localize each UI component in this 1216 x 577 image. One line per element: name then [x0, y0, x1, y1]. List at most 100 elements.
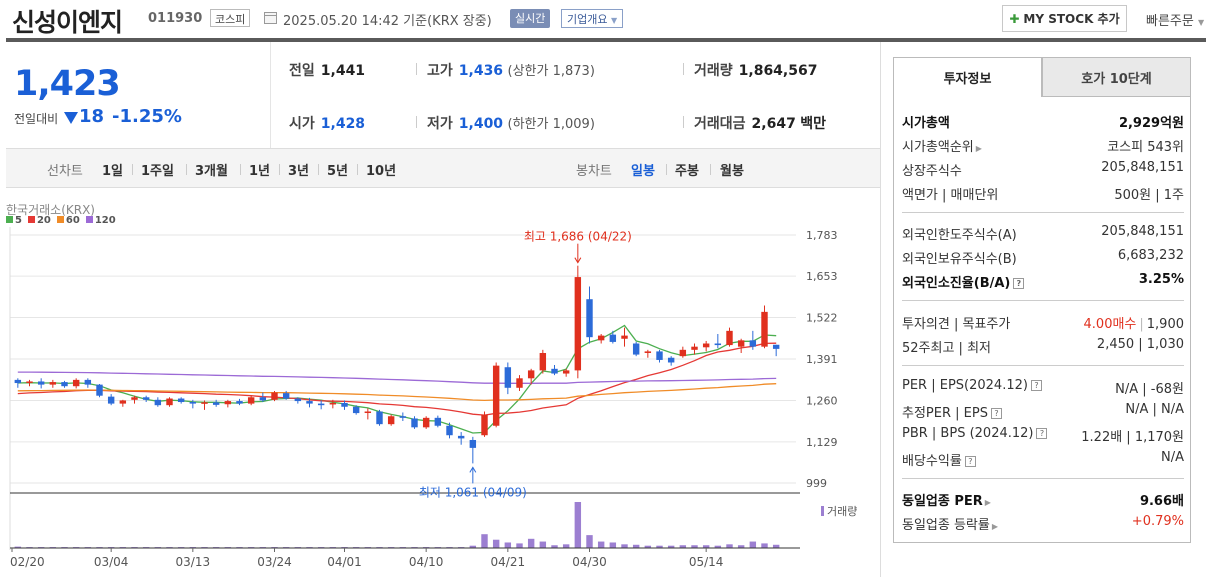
tab-1d[interactable]: 1일	[102, 164, 124, 179]
add-my-stock-label: MY STOCK 추가	[1023, 12, 1120, 26]
candle-body	[609, 334, 617, 342]
volume-bar	[702, 545, 710, 548]
info-key: 투자의견 | 목표주가	[902, 317, 1011, 332]
info-row-pbr-bps: PBR | BPS (2024.12)? 1.22배 | 1,170원	[902, 426, 1184, 446]
separator	[240, 164, 241, 175]
change-value: 18	[79, 106, 105, 127]
volume-bar	[761, 543, 768, 548]
help-icon[interactable]: ?	[1030, 380, 1042, 391]
info-key: 외국인한도주식수(A)	[902, 228, 1017, 243]
arrow-right-icon: ▶	[991, 522, 999, 531]
volume-bar	[609, 542, 617, 548]
help-icon[interactable]: ?	[1013, 278, 1025, 289]
separator	[666, 164, 667, 175]
info-row-per-eps: PER | EPS(2024.12)? N/A | -68원	[902, 378, 1184, 398]
stock-header: 신성이엔지 011930 코스피 2025.05.20 14:42 기준(KRX…	[0, 0, 1216, 40]
price-chart[interactable]: 한국거래소(KRX) 5 20 60 120 1,783 1,653 1,522 1,…	[6, 190, 880, 577]
company-overview-button[interactable]: 기업개요 ▼	[561, 9, 624, 28]
separator	[416, 116, 417, 128]
candle-body	[26, 381, 33, 383]
tab-5y[interactable]: 5년	[327, 164, 349, 179]
tab-10y[interactable]: 10년	[366, 164, 397, 179]
info-value: 205,848,151	[1101, 224, 1184, 239]
candle-body	[72, 379, 80, 387]
separator	[710, 164, 711, 175]
opinion-value: 4.00매수	[1083, 317, 1137, 332]
tab-3y[interactable]: 3년	[288, 164, 310, 179]
info-value: +0.79%	[1131, 514, 1184, 529]
info-value: N/A	[1161, 450, 1184, 465]
volume-bar	[516, 543, 523, 548]
candle-body	[189, 402, 197, 404]
info-key: 액면가 | 매매단위	[902, 188, 999, 203]
separator	[132, 164, 133, 175]
tab-weekly[interactable]: 주봉	[675, 164, 699, 179]
tab-investment-info[interactable]: 투자정보	[893, 57, 1042, 97]
separator	[683, 63, 684, 75]
y-tick-label: 1,260	[806, 394, 838, 407]
tab-order-book[interactable]: 호가 10단계	[1042, 57, 1191, 97]
candle-body	[131, 397, 138, 400]
realtime-badge[interactable]: 실시간	[510, 9, 551, 28]
info-table: 시가총액 2,929억원 시가총액순위 ▶ 코스피 543위 상장주식수 205,…	[893, 97, 1191, 543]
plus-icon: ✚	[1009, 11, 1020, 26]
candle-body	[14, 379, 22, 384]
separator	[186, 164, 187, 175]
volume-bar	[481, 534, 488, 548]
target-price-value: 1,900	[1146, 317, 1184, 332]
candle-body	[411, 418, 418, 428]
quick-order-button[interactable]: 빠른주문 ▼	[1146, 10, 1204, 29]
candle-body	[527, 370, 535, 379]
candlestick-chart-svg[interactable]: 1,783 1,653 1,522 1,391 1,260 1,129 999 최고 1,68…	[6, 190, 880, 577]
tab-1y[interactable]: 1년	[249, 164, 271, 179]
tab-3m[interactable]: 3개월	[195, 164, 228, 179]
separator	[318, 164, 319, 175]
legend-item-ma120: 120	[85, 215, 116, 226]
prev-close: 전일 1,441	[289, 60, 365, 80]
company-overview-label: 기업개요	[567, 13, 608, 26]
info-key: 추정PER | EPS	[902, 406, 988, 421]
separator	[279, 164, 280, 175]
candle-body	[236, 401, 243, 404]
info-row-foreign-limit: 외국인한도주식수(A) 205,848,151	[902, 224, 1184, 244]
help-icon[interactable]: ?	[990, 408, 1002, 419]
volume-bar	[667, 545, 675, 548]
info-row-industry-per[interactable]: 동일업종 PER ▶ 9.66배	[902, 490, 1184, 510]
add-my-stock-button[interactable]: ✚ MY STOCK 추가	[1002, 5, 1127, 32]
info-key: 시가총액	[902, 116, 950, 131]
candle-body	[154, 399, 162, 406]
volume-legend-swatch	[821, 506, 824, 516]
info-value: 3.25%	[1138, 272, 1184, 287]
volume-value: 1,864,567	[738, 63, 818, 79]
info-value: 205,848,151	[1101, 160, 1184, 175]
low-label: 저가	[427, 116, 453, 132]
candle-body	[201, 402, 208, 404]
tab-monthly[interactable]: 월봉	[720, 164, 744, 179]
help-icon[interactable]: ?	[1036, 428, 1048, 439]
candle-body	[107, 396, 115, 404]
info-row-est-per: 추정PER | EPS? N/A | N/A	[902, 402, 1184, 422]
candle-body	[621, 335, 628, 339]
market-badge: 코스피	[210, 9, 251, 27]
tab-1w[interactable]: 1주일	[141, 164, 174, 179]
volume-bar	[749, 541, 757, 548]
info-key: 동일업종 PER	[902, 494, 983, 509]
candle-body	[49, 382, 57, 385]
y-tick-label: 1,129	[806, 436, 838, 449]
info-row-industry-change[interactable]: 동일업종 등락률 ▶ +0.79%	[902, 514, 1184, 534]
info-row-market-cap-rank[interactable]: 시가총액순위 ▶ 코스피 543위	[902, 136, 1184, 156]
candle-body	[737, 340, 745, 347]
tab-daily[interactable]: 일봉	[631, 164, 655, 179]
ma20-line	[17, 342, 777, 416]
candle-body	[84, 379, 92, 385]
info-row-opinion: 투자의견 | 목표주가 4.00매수 | 1,900	[902, 313, 1184, 333]
candle-body	[142, 397, 150, 400]
high-value: 1,436	[458, 63, 504, 79]
candle-body	[329, 402, 337, 405]
arrow-down-icon	[574, 257, 582, 264]
candle-body	[539, 352, 547, 371]
help-icon[interactable]: ?	[964, 456, 976, 467]
quote-datetime: 2025.05.20 14:42 기준(KRX 장중)	[283, 10, 492, 29]
info-key: 배당수익률	[902, 454, 962, 469]
info-value: 코스피 543위	[1107, 140, 1184, 155]
